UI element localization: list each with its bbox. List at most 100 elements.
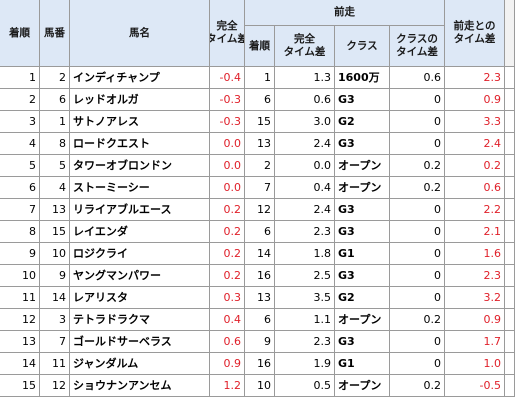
cell-horse[interactable]: ヤングマンパワー xyxy=(70,265,210,287)
cell-diff[interactable]: 0.2 xyxy=(210,265,245,287)
cell-p-cdiff[interactable]: 0 xyxy=(390,111,445,133)
cell-rank[interactable]: 9 xyxy=(0,243,40,265)
cell-horse[interactable]: インディチャンプ xyxy=(70,67,210,89)
cell-p-class[interactable]: オープン xyxy=(335,309,390,331)
cell-vs[interactable]: 2.1 xyxy=(445,221,505,243)
cell-horse[interactable]: リライアブルエース xyxy=(70,199,210,221)
cell-extra[interactable] xyxy=(505,155,515,177)
cell-horse[interactable]: ゴールドサーベラス xyxy=(70,331,210,353)
cell-p-diff[interactable]: 1.1 xyxy=(275,309,335,331)
cell-p-rank[interactable]: 6 xyxy=(245,309,275,331)
cell-horse[interactable]: ロジクライ xyxy=(70,243,210,265)
cell-diff[interactable]: 1.2 xyxy=(210,375,245,397)
cell-vs[interactable]: 3.2 xyxy=(445,287,505,309)
cell-p-rank[interactable]: 16 xyxy=(245,265,275,287)
cell-extra[interactable] xyxy=(505,89,515,111)
cell-diff[interactable]: -0.3 xyxy=(210,111,245,133)
cell-extra[interactable] xyxy=(505,111,515,133)
cell-p-rank[interactable]: 6 xyxy=(245,221,275,243)
cell-gate[interactable]: 5 xyxy=(40,155,70,177)
cell-vs[interactable]: 2.4 xyxy=(445,133,505,155)
cell-p-class[interactable]: G3 xyxy=(335,265,390,287)
cell-p-rank[interactable]: 1 xyxy=(245,67,275,89)
cell-horse[interactable]: ショウナンアンセム xyxy=(70,375,210,397)
cell-p-rank[interactable]: 7 xyxy=(245,177,275,199)
cell-p-cdiff[interactable]: 0 xyxy=(390,287,445,309)
cell-gate[interactable]: 4 xyxy=(40,177,70,199)
cell-horse[interactable]: タワーオブロンドン xyxy=(70,155,210,177)
cell-p-class[interactable]: オープン xyxy=(335,375,390,397)
cell-p-diff[interactable]: 0.5 xyxy=(275,375,335,397)
cell-p-cdiff[interactable]: 0 xyxy=(390,331,445,353)
cell-gate[interactable]: 15 xyxy=(40,221,70,243)
cell-vs[interactable]: 2.3 xyxy=(445,67,505,89)
cell-p-diff[interactable]: 1.3 xyxy=(275,67,335,89)
cell-extra[interactable] xyxy=(505,177,515,199)
cell-p-class[interactable]: G2 xyxy=(335,287,390,309)
cell-p-diff[interactable]: 2.5 xyxy=(275,265,335,287)
cell-p-class[interactable]: G3 xyxy=(335,89,390,111)
cell-gate[interactable]: 12 xyxy=(40,375,70,397)
cell-diff[interactable]: 0.0 xyxy=(210,155,245,177)
cell-p-rank[interactable]: 6 xyxy=(245,89,275,111)
cell-p-class[interactable]: 1600万 xyxy=(335,67,390,89)
cell-vs[interactable]: 0.2 xyxy=(445,155,505,177)
cell-p-cdiff[interactable]: 0 xyxy=(390,89,445,111)
cell-p-diff[interactable]: 0.4 xyxy=(275,177,335,199)
cell-rank[interactable]: 7 xyxy=(0,199,40,221)
cell-extra[interactable] xyxy=(505,243,515,265)
cell-gate[interactable]: 2 xyxy=(40,67,70,89)
cell-diff[interactable]: 0.9 xyxy=(210,353,245,375)
cell-rank[interactable]: 14 xyxy=(0,353,40,375)
cell-gate[interactable]: 6 xyxy=(40,89,70,111)
cell-horse[interactable]: ロードクエスト xyxy=(70,133,210,155)
cell-diff[interactable]: -0.4 xyxy=(210,67,245,89)
cell-p-class[interactable]: G2 xyxy=(335,111,390,133)
cell-gate[interactable]: 1 xyxy=(40,111,70,133)
cell-extra[interactable] xyxy=(505,265,515,287)
cell-gate[interactable]: 9 xyxy=(40,265,70,287)
cell-diff[interactable]: 0.2 xyxy=(210,221,245,243)
cell-p-diff[interactable]: 3.0 xyxy=(275,111,335,133)
cell-horse[interactable]: レッドオルガ xyxy=(70,89,210,111)
cell-rank[interactable]: 11 xyxy=(0,287,40,309)
cell-extra[interactable] xyxy=(505,309,515,331)
cell-p-diff[interactable]: 2.3 xyxy=(275,221,335,243)
cell-diff[interactable]: 0.4 xyxy=(210,309,245,331)
cell-p-diff[interactable]: 3.5 xyxy=(275,287,335,309)
cell-rank[interactable]: 4 xyxy=(0,133,40,155)
cell-p-rank[interactable]: 15 xyxy=(245,111,275,133)
cell-vs[interactable]: -0.5 xyxy=(445,375,505,397)
cell-vs[interactable]: 1.6 xyxy=(445,243,505,265)
cell-p-diff[interactable]: 1.9 xyxy=(275,353,335,375)
cell-horse[interactable]: レイエンダ xyxy=(70,221,210,243)
cell-p-diff[interactable]: 2.4 xyxy=(275,133,335,155)
cell-p-cdiff[interactable]: 0.2 xyxy=(390,155,445,177)
cell-extra[interactable] xyxy=(505,221,515,243)
cell-p-rank[interactable]: 16 xyxy=(245,353,275,375)
cell-horse[interactable]: テトラドラクマ xyxy=(70,309,210,331)
cell-p-rank[interactable]: 10 xyxy=(245,375,275,397)
cell-p-cdiff[interactable]: 0 xyxy=(390,221,445,243)
cell-p-rank[interactable]: 2 xyxy=(245,155,275,177)
cell-diff[interactable]: -0.3 xyxy=(210,89,245,111)
cell-vs[interactable]: 2.2 xyxy=(445,199,505,221)
cell-rank[interactable]: 1 xyxy=(0,67,40,89)
cell-vs[interactable]: 0.9 xyxy=(445,309,505,331)
cell-extra[interactable] xyxy=(505,331,515,353)
cell-p-rank[interactable]: 13 xyxy=(245,133,275,155)
cell-p-rank[interactable]: 13 xyxy=(245,287,275,309)
cell-diff[interactable]: 0.2 xyxy=(210,243,245,265)
cell-rank[interactable]: 6 xyxy=(0,177,40,199)
cell-extra[interactable] xyxy=(505,353,515,375)
cell-horse[interactable]: ジャンダルム xyxy=(70,353,210,375)
cell-gate[interactable]: 10 xyxy=(40,243,70,265)
cell-extra[interactable] xyxy=(505,67,515,89)
cell-rank[interactable]: 8 xyxy=(0,221,40,243)
cell-rank[interactable]: 2 xyxy=(0,89,40,111)
cell-extra[interactable] xyxy=(505,375,515,397)
cell-p-rank[interactable]: 14 xyxy=(245,243,275,265)
cell-p-diff[interactable]: 2.3 xyxy=(275,331,335,353)
cell-p-cdiff[interactable]: 0 xyxy=(390,243,445,265)
cell-p-class[interactable]: G3 xyxy=(335,221,390,243)
